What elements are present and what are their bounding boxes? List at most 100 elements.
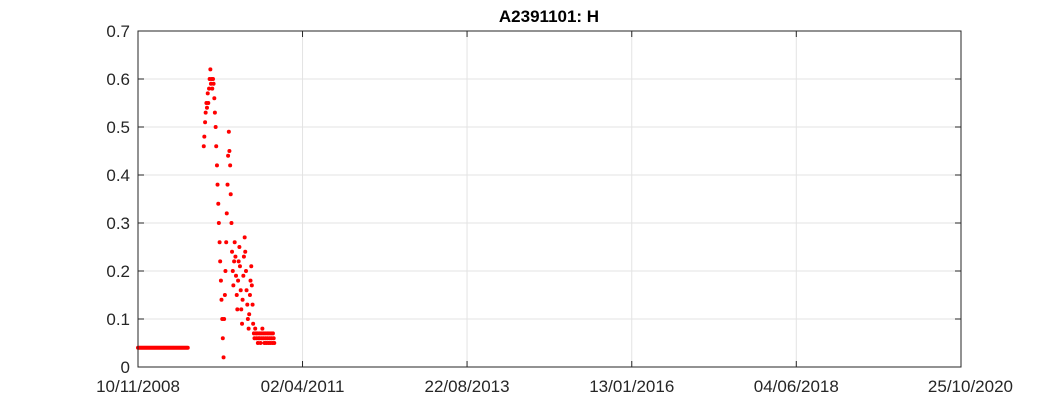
data-point (246, 326, 251, 331)
y-tick-label: 0 (121, 358, 130, 377)
data-point (238, 288, 243, 293)
data-point (219, 297, 224, 302)
data-point (231, 283, 236, 288)
data-point (248, 278, 253, 283)
data-point (217, 240, 222, 245)
data-point (215, 182, 220, 187)
data-point (236, 259, 241, 264)
tick-labels: 0 0.1 0.2 0.3 0.4 0.5 0.6 0.7 10/11/2008 02/04/20… (96, 22, 1013, 396)
y-tick-label: 0.6 (106, 70, 130, 89)
data-point (230, 269, 235, 273)
data-point (216, 221, 221, 225)
data-point (224, 211, 229, 216)
data-point (244, 288, 249, 293)
x-tick-label: 10/11/2008 (96, 377, 180, 396)
data-point (224, 240, 229, 245)
data-point (222, 293, 227, 297)
data-point (205, 91, 210, 96)
data-point (204, 105, 209, 110)
y-tick-label: 0.7 (106, 22, 130, 41)
y-tick-label: 0.2 (106, 262, 130, 281)
data-point (228, 163, 233, 168)
data-point (225, 182, 230, 187)
data-point (272, 341, 277, 345)
data-point (222, 317, 227, 321)
y-tick-label: 0.1 (106, 310, 130, 329)
data-point (226, 129, 231, 134)
data-point (211, 77, 216, 81)
grid-lines (138, 31, 961, 367)
data-point (240, 297, 245, 302)
data-point (216, 201, 221, 206)
data-point (236, 278, 241, 283)
data-point (250, 302, 255, 307)
data-point (229, 221, 234, 225)
plot-frame (137, 30, 962, 368)
data-point (213, 125, 218, 129)
x-tick-label: 02/04/2011 (261, 377, 345, 396)
y-tick-label: 0.3 (106, 214, 130, 233)
data-point (223, 269, 228, 273)
data-point (218, 259, 223, 264)
data-point (251, 321, 256, 326)
data-point (243, 269, 248, 273)
y-tick-label: 0.4 (106, 166, 130, 185)
data-point (185, 345, 190, 350)
data-point (234, 293, 239, 297)
data-point (233, 273, 238, 278)
data-point (227, 149, 232, 153)
data-point (245, 302, 250, 307)
data-point (271, 336, 276, 341)
data-point (214, 144, 219, 149)
data-point (258, 341, 263, 345)
data-point (218, 278, 223, 283)
data-point (208, 67, 213, 72)
data-point (249, 283, 254, 288)
data-point (237, 245, 242, 249)
axis-ticks (137, 30, 962, 368)
data-points (136, 67, 277, 360)
data-point (220, 336, 225, 341)
data-point (232, 259, 237, 264)
data-point (253, 326, 258, 331)
data-point (211, 81, 216, 86)
data-point (242, 235, 247, 240)
data-point (206, 101, 211, 105)
y-tick-label: 0.5 (106, 118, 130, 137)
data-point (249, 264, 254, 269)
x-tick-label: 25/10/2020 (928, 377, 1013, 396)
data-point (214, 163, 219, 168)
data-point (230, 249, 235, 254)
data-point (245, 317, 250, 321)
data-point (203, 110, 208, 115)
data-point (226, 153, 231, 158)
data-point (228, 192, 233, 197)
x-tick-label: 04/06/2018 (754, 377, 839, 396)
data-point (247, 312, 252, 317)
data-point (243, 249, 248, 254)
data-point (221, 355, 226, 360)
x-tick-label: 22/08/2013 (425, 377, 510, 396)
data-point (239, 307, 244, 312)
data-point (247, 293, 252, 297)
data-point (235, 307, 240, 312)
data-point (270, 331, 275, 336)
data-point (210, 86, 215, 91)
chart-title: A2391101: H (499, 7, 599, 26)
data-point (212, 96, 217, 101)
data-point (232, 240, 237, 245)
data-point (237, 264, 242, 269)
data-point (240, 321, 245, 326)
data-point (202, 134, 207, 139)
x-tick-label: 13/01/2016 (589, 377, 674, 396)
data-point (212, 110, 217, 115)
data-point (207, 86, 212, 91)
data-point (241, 254, 246, 259)
data-point (203, 120, 208, 125)
data-point (233, 254, 238, 259)
data-point (260, 326, 265, 331)
data-point (241, 273, 246, 278)
data-point (201, 144, 206, 149)
